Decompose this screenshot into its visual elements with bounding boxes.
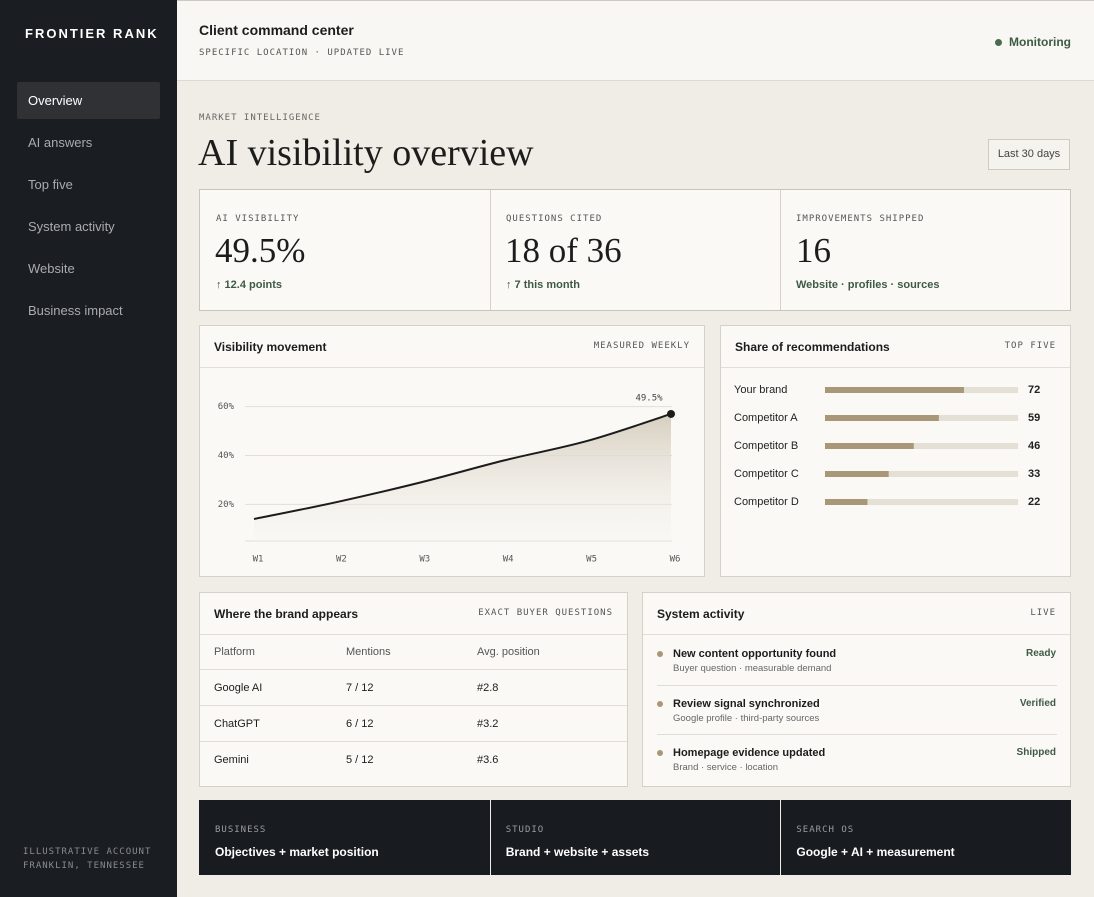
kpi-label: IMPROVEMENTS SHIPPED: [796, 214, 925, 224]
column-header: Mentions: [346, 646, 391, 658]
nav-item[interactable]: AI answers: [28, 135, 93, 150]
activity-card: System activity LIVE New content opportu…: [642, 592, 1071, 787]
header-subtitle: SPECIFIC LOCATION · UPDATED LIVE: [199, 48, 405, 58]
activity-status: Ready: [1025, 648, 1056, 659]
row-divider: [200, 705, 627, 706]
kpi-value: 18 of 36: [505, 231, 622, 270]
footer-label: STUDIO: [505, 825, 545, 835]
nav-item[interactable]: Overview: [28, 93, 83, 108]
activity-title: Review signal synchronized: [673, 697, 820, 710]
column-header: Avg. position: [477, 646, 540, 658]
cell: Gemini: [214, 754, 249, 766]
kpi-note: Website · profiles · sources: [796, 279, 940, 291]
card-title: Where the brand appears: [214, 607, 359, 621]
header: Client command center SPECIFIC LOCATION …: [177, 0, 1094, 81]
kpi-label: QUESTIONS CITED: [506, 214, 603, 224]
status-dot: [657, 700, 663, 707]
divider: [721, 367, 1070, 368]
nav-active: [17, 82, 160, 119]
card-title: Visibility movement: [214, 340, 327, 354]
kpi-note: ↑ 12.4 points: [216, 279, 283, 291]
kpi-value: 49.5%: [215, 231, 306, 270]
bar-card: Share of recommendations TOP FIVE: [720, 325, 1071, 577]
activity-title: New content opportunity found: [673, 648, 837, 660]
footer-band: BUSINESS Objectives + market position STUD…: [199, 800, 1071, 875]
activity-title: Homepage evidence updated: [673, 747, 826, 759]
footer-label: BUSINESS: [215, 825, 267, 835]
footer-text: Objectives + market position: [215, 845, 379, 859]
cell: 6 / 12: [346, 718, 374, 730]
line-card: Visibility movement MEASURED WEEKLY: [199, 325, 705, 577]
card-subtitle: LIVE: [1030, 608, 1056, 618]
cell: #3.6: [477, 754, 499, 766]
activity-detail: Google profile · third-party sources: [673, 712, 820, 724]
divider: [780, 190, 781, 310]
kpi-note: ↑ 7 this month: [506, 279, 580, 291]
divider: [489, 800, 491, 875]
cell: 5 / 12: [346, 754, 374, 766]
kpi-value: 16: [796, 231, 831, 270]
eyebrow: MARKET INTELLIGENCE: [199, 113, 321, 123]
kpi-label: AI VISIBILITY: [216, 214, 300, 224]
card-title: Share of recommendations: [735, 340, 890, 354]
card-subtitle: TOP FIVE: [1004, 341, 1056, 351]
nav-item[interactable]: System activity: [28, 219, 115, 234]
divider: [780, 800, 782, 875]
divider: [200, 367, 704, 368]
activity-detail: Buyer question · measurable demand: [673, 663, 832, 674]
footer-text: Google + AI + measurement: [796, 845, 955, 859]
account-label: ILLUSTRATIVE ACCOUNT: [23, 847, 152, 857]
cell: #3.2: [477, 718, 499, 730]
card-title: System activity: [657, 607, 745, 621]
activity-status: Verified: [1019, 697, 1056, 709]
nav-item[interactable]: Business impact: [28, 303, 123, 318]
table-card: Where the brand appears EXACT BUYER QUES…: [199, 592, 628, 787]
cell: ChatGPT: [214, 718, 260, 730]
brand: FRONTIER RANK: [25, 26, 159, 41]
status-dot: [657, 750, 663, 756]
cell: 7 / 12: [346, 682, 374, 694]
activity-detail: Brand · service · location: [673, 762, 779, 773]
status-dot: [657, 651, 663, 657]
activity-status: Shipped: [1016, 747, 1056, 758]
card-subtitle: MEASURED WEEKLY: [593, 341, 690, 351]
row-divider: [200, 669, 627, 670]
cell: Google AI: [214, 682, 263, 694]
nav-item[interactable]: Top five: [28, 177, 73, 192]
divider: [200, 634, 627, 635]
footer-label: SEARCH OS: [796, 825, 855, 835]
divider: [643, 634, 1070, 635]
nav-item[interactable]: Website: [28, 261, 75, 276]
header-title: Client command center: [199, 22, 354, 38]
card-subtitle: EXACT BUYER QUESTIONS: [478, 608, 613, 618]
sidebar: FRONTIER RANK Overview AI answers Top fi…: [0, 0, 177, 897]
account-location: FRANKLIN, TENNESSEE: [23, 861, 145, 871]
status-dot: [995, 39, 1002, 46]
column-header: Platform: [214, 646, 255, 658]
page-title: AI visibility overview: [198, 132, 534, 174]
status: Monitoring: [1009, 35, 1071, 49]
kpi-panel: AI VISIBILITY 49.5% ↑ 12.4 points QUESTI…: [199, 189, 1071, 311]
divider: [657, 734, 1057, 735]
footer-text: Brand + website + assets: [505, 845, 650, 859]
range-button[interactable]: Last 30 days: [988, 139, 1070, 170]
divider: [657, 684, 1057, 686]
divider: [490, 190, 491, 310]
cell: #2.8: [477, 682, 499, 694]
row-divider: [200, 741, 627, 742]
